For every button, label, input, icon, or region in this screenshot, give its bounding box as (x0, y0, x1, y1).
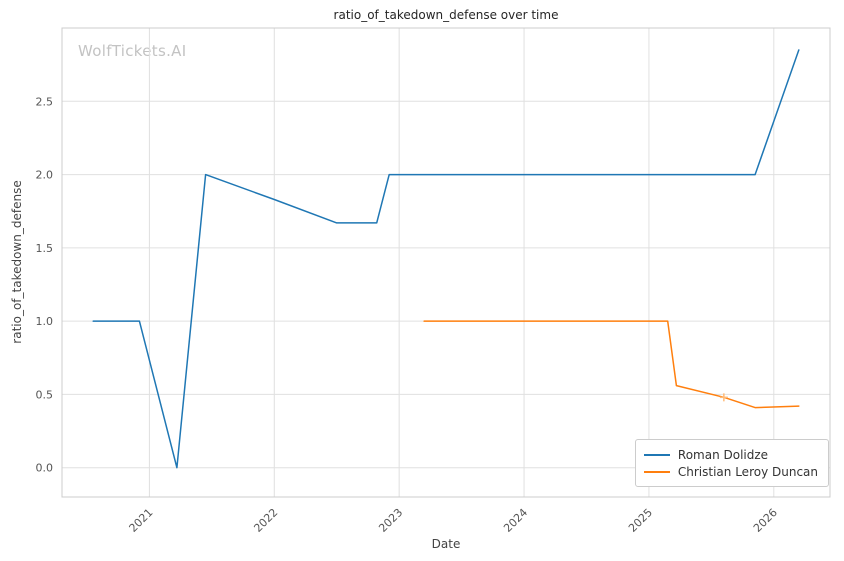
x-tick-label: 2023 (376, 506, 405, 535)
watermark: WolfTickets.AI (78, 42, 187, 60)
legend-swatch-christian-leroy-duncan (643, 470, 670, 473)
y-tick-label: 0.0 (36, 462, 54, 475)
legend: Roman Dolidze Christian Leroy Duncan (634, 439, 829, 487)
legend-label-roman-dolidze: Roman Dolidze (677, 447, 769, 462)
x-tick-label: 2022 (251, 506, 280, 535)
chart-title: ratio_of_takedown_defense over time (333, 8, 559, 22)
legend-entry-christian-leroy-duncan: Christian Leroy Duncan (643, 463, 818, 480)
legend-label-christian-leroy-duncan: Christian Leroy Duncan (677, 464, 818, 479)
x-tick-label: 2024 (501, 506, 530, 535)
y-tick-label: 1.5 (36, 242, 54, 255)
y-axis-label: ratio_of_takedown_defense (10, 180, 24, 344)
x-axis-label: Date (431, 537, 461, 551)
y-tick-label: 0.5 (36, 388, 54, 401)
series-line-christian-leroy-duncan (423, 320, 800, 409)
plot-border (61, 27, 831, 498)
y-tick-label: 2.0 (36, 169, 54, 182)
legend-swatch-roman-dolidze (643, 453, 670, 456)
legend-entry-roman-dolidze: Roman Dolidze (643, 446, 818, 463)
y-tick-label: 1.0 (36, 315, 54, 328)
x-tick-label: 2026 (751, 506, 780, 535)
y-tick-label: 2.5 (36, 95, 54, 108)
x-tick-label: 2021 (127, 506, 156, 535)
series-line-roman-dolidze (92, 49, 800, 469)
x-tick-label: 2025 (626, 506, 655, 535)
